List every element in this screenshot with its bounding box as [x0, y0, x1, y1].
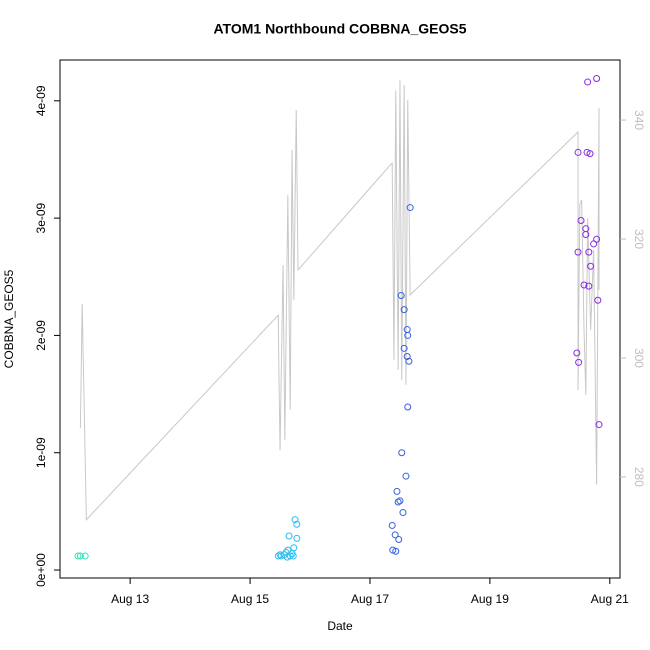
y-tick-label: 0e+00 [34, 553, 48, 587]
x-axis-label: Date [327, 619, 353, 633]
point [398, 449, 406, 457]
y2-tick-label: 340 [632, 110, 646, 130]
point [291, 516, 299, 524]
point [593, 75, 601, 83]
plot-frame [59, 59, 621, 579]
point [399, 509, 407, 517]
point [577, 216, 585, 224]
line [79, 80, 600, 521]
y-axis-label: COBBNA_GEOS5 [2, 269, 16, 368]
point [580, 281, 588, 289]
point [593, 235, 601, 243]
point [290, 544, 298, 552]
point [392, 547, 400, 555]
point [400, 344, 408, 352]
point [293, 534, 301, 542]
point [395, 536, 403, 544]
point [400, 306, 408, 314]
y-tick-label: 4e-09 [34, 85, 48, 116]
point [595, 421, 603, 429]
point [574, 148, 582, 156]
point [582, 231, 590, 239]
point [81, 552, 89, 560]
point [402, 472, 410, 480]
y2-tick-label: 280 [632, 467, 646, 487]
y2-tick-label: 300 [632, 348, 646, 368]
point [587, 262, 595, 270]
point [405, 357, 413, 365]
y2-tick-label: 320 [632, 229, 646, 249]
point [585, 282, 593, 290]
point [76, 552, 84, 560]
x-tick-label: Aug 13 [111, 592, 149, 606]
point [285, 532, 293, 540]
point [276, 551, 284, 559]
point [394, 498, 402, 506]
point [396, 497, 404, 505]
point [393, 487, 401, 495]
point [585, 248, 593, 256]
point [574, 248, 582, 256]
point [74, 552, 82, 560]
point [594, 296, 602, 304]
point [397, 292, 405, 300]
point [584, 78, 592, 86]
point [406, 204, 414, 212]
point [404, 403, 412, 411]
y-tick-label: 2e-09 [34, 320, 48, 351]
y-tick-label: 1e-09 [34, 437, 48, 468]
point [284, 546, 292, 554]
y-tick-label: 3e-09 [34, 202, 48, 233]
point [293, 520, 301, 528]
x-tick-label: Aug 19 [471, 592, 509, 606]
point [391, 531, 399, 539]
x-tick-label: Aug 17 [351, 592, 389, 606]
point [573, 349, 581, 357]
point [388, 521, 396, 529]
chart-title: ATOM1 Northbound COBBNA_GEOS5 [213, 21, 466, 37]
point [586, 150, 594, 158]
point [289, 552, 297, 560]
point [575, 358, 583, 366]
point [583, 148, 591, 156]
point [403, 353, 411, 361]
x-tick-label: Aug 21 [591, 592, 629, 606]
point [404, 331, 412, 339]
x-tick-label: Aug 15 [231, 592, 269, 606]
point [389, 546, 397, 554]
point [403, 326, 411, 334]
